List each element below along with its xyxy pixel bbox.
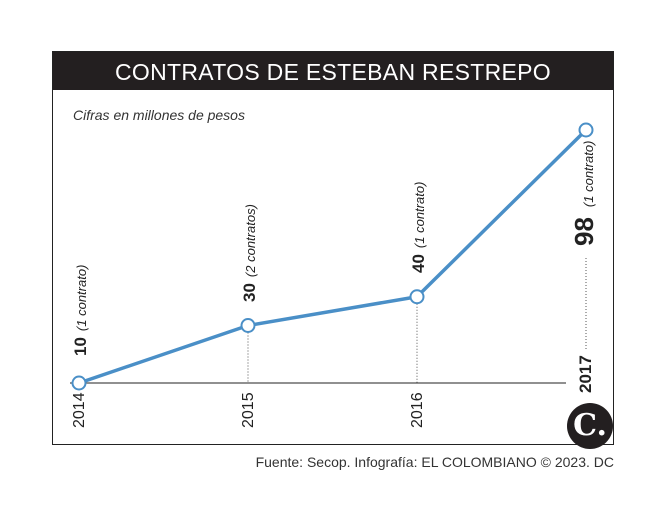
data-point-2014 [71,375,87,391]
chart-title: CONTRATOS DE ESTEBAN RESTREPO [53,52,613,90]
value-label-2015: 30(2 contratos) [240,204,259,302]
data-point-2015 [240,318,256,333]
chart-frame: CONTRATOS DE ESTEBAN RESTREPO Cifras en … [52,51,614,445]
value-label-2016: 40(1 contrato) [409,182,428,273]
x-tick-label-2014: 2014 [71,392,88,428]
data-point-2017 [578,122,594,138]
chart-subtitle: Cifras en millones de pesos [73,107,245,123]
x-tick-label-2015: 2015 [240,392,257,428]
data-point-2016 [409,289,425,305]
value-label-2017: 98(1 contrato) [569,141,599,246]
series-line [78,128,588,385]
el-colombiano-logo: C. [567,403,613,449]
source-credit: Fuente: Secop. Infografía: EL COLOMBIANO… [255,454,614,470]
value-label-2014: 10(1 contrato) [71,265,90,356]
x-tick-label-2016: 2016 [409,392,426,428]
x-tick-label-2017: 2017 [576,355,595,393]
